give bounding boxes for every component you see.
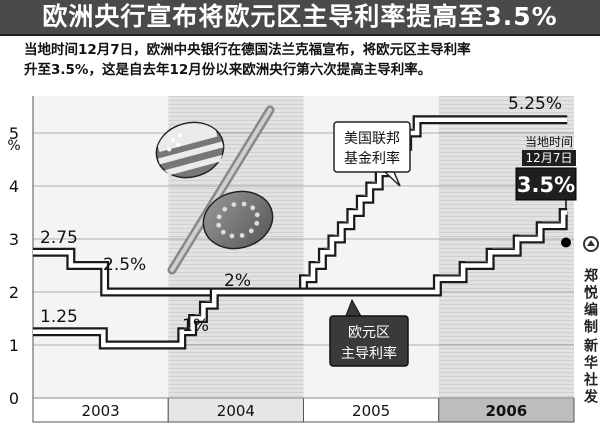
label-us-end: 5.25% — [508, 94, 562, 114]
subtitle: 当地时间12月7日，欧洲中央银行在德国法兰克福宣布，将欧元区主导利率 升至3.5… — [24, 40, 594, 80]
year-cell-2004 — [167, 397, 304, 423]
agency-logo-icon — [583, 236, 599, 252]
x-tick-label-2003: 2003 — [82, 402, 120, 420]
agency-credit: 新华社发 — [582, 338, 598, 406]
callout-value-box — [515, 167, 577, 201]
label-us-start: 2.75 — [40, 228, 78, 248]
year-cell-2006 — [438, 397, 575, 423]
title-bar: 欧洲央行宣布将欧元区主导利率提高至3.5% — [0, 0, 600, 36]
callout-date: 12月7日 — [526, 151, 573, 165]
eu-star — [254, 220, 260, 226]
legend-euro-rate: 欧元区主导利率 — [329, 298, 409, 367]
eu-star — [250, 205, 256, 211]
percent-sign-illustration — [155, 105, 275, 275]
author-credit: 郑悦编制 — [582, 268, 598, 336]
series-line — [33, 210, 568, 348]
eu-star — [231, 202, 237, 207]
legend-eu-line-2: 主导利率 — [341, 345, 397, 362]
legend-eu-line-1: 欧元区 — [348, 325, 390, 341]
y-tick-label-5: 5 — [9, 124, 19, 143]
y-axis-label: % — [7, 138, 20, 154]
callout-date-box — [522, 150, 576, 166]
eu-star — [248, 228, 254, 234]
y-tick-label-0: 0 — [9, 389, 19, 408]
x-tick-label-2005: 2005 — [352, 402, 390, 420]
legend-us-line-2: 基金利率 — [344, 150, 400, 167]
legend-pointer — [383, 171, 401, 187]
side-logo — [578, 235, 600, 253]
eu-star — [222, 206, 228, 212]
label-eu-mid: 2% — [224, 271, 251, 291]
subtitle-line-1: 当地时间12月7日，欧洲中央银行在德国法兰克福宣布，将欧元区主导利率 — [24, 42, 471, 58]
series-euro-rate — [33, 208, 568, 350]
eu-star — [216, 222, 222, 228]
x-tick-label-2006: 2006 — [486, 402, 528, 420]
eu-star — [254, 212, 260, 218]
year-cell-2005 — [303, 397, 440, 423]
eu-star — [241, 201, 247, 207]
label-eu-start: 1.25 — [40, 307, 78, 327]
legend-us-line-1: 美国联邦 — [344, 131, 400, 147]
y-tick-label-2: 2 — [9, 283, 19, 302]
callout-latest-rate: 当地时间 12月7日 3.5% — [515, 135, 577, 248]
y-tick-label-4: 4 — [9, 177, 19, 196]
callout-dot — [561, 237, 571, 248]
eu-flag-icon — [202, 190, 274, 250]
label-us-second: 2.5% — [103, 255, 146, 275]
legend-box — [333, 121, 411, 173]
page-title: 欧洲央行宣布将欧元区主导利率提高至3.5% — [42, 2, 558, 31]
eu-star — [220, 229, 226, 235]
y-tick-label-3: 3 — [9, 230, 19, 249]
y-tick-label-1: 1 — [9, 336, 19, 355]
eu-star — [216, 214, 222, 220]
eu-star — [229, 233, 235, 239]
callout-value: 3.5% — [517, 173, 575, 197]
label-eu-low: 1% — [182, 316, 209, 336]
x-tick-label-2004: 2004 — [217, 402, 255, 420]
year-band-2006 — [438, 96, 574, 398]
eu-star — [239, 233, 245, 238]
callout-time: 当地时间 — [525, 135, 573, 149]
subtitle-line-2: 升至3.5%，这是自去年12月份以来欧洲央行第六次提高主导利率。 — [24, 62, 432, 78]
legend-box — [329, 315, 409, 367]
